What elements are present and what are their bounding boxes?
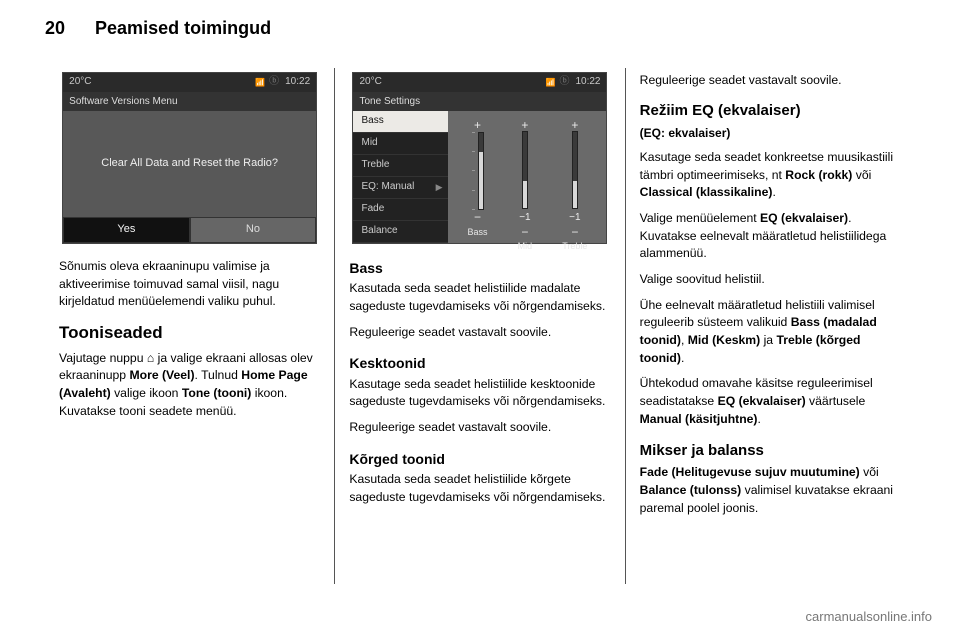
list-item-treble[interactable]: Treble [353, 155, 448, 177]
list-item-eq[interactable]: EQ: Manual▶ [353, 177, 448, 199]
paragraph: Valige soovitud helistiil. [640, 271, 901, 289]
slider-mid[interactable]: + −1 − Mid [518, 119, 533, 239]
paragraph: Valige menüüelement EQ (ekvalaiser). Kuv… [640, 210, 901, 263]
screenshot-tone-settings: 20°C 📶 ⓑ 10:22 Tone Settings Bass Mid Tr… [352, 72, 607, 244]
watermark: carmanualsonline.info [806, 609, 932, 624]
screen-title: Tone Settings [353, 93, 606, 111]
paragraph: Reguleerige seadet vastavalt soovile. [349, 419, 610, 437]
paragraph: Fade (Helitugevuse sujuv muutumine) või … [640, 464, 901, 517]
temp-indicator: 20°C [69, 75, 91, 90]
list-item-fade[interactable]: Fade [353, 199, 448, 221]
heading-bass: Bass [349, 258, 610, 278]
paragraph: Kasutage seda seadet konkreetse muusikas… [640, 149, 901, 202]
screenshot-reset-dialog: 20°C 📶 ⓑ 10:22 Software Versions Menu Cl… [62, 72, 317, 244]
heading-mikser-balanss: Mikser ja balanss [640, 440, 901, 462]
heading-eq: Režiim EQ (ekvalaiser) [640, 100, 901, 122]
paragraph: Sõnumis oleva ekraaninupu valimise ja ak… [59, 258, 320, 311]
paragraph: Reguleerige seadet vastavalt soovile. [640, 72, 901, 90]
clock: 10:22 [285, 75, 310, 90]
plus-icon[interactable]: + [474, 119, 481, 131]
list-item-bass[interactable]: Bass [353, 111, 448, 133]
column-1: 20°C 📶 ⓑ 10:22 Software Versions Menu Cl… [45, 60, 334, 592]
minus-icon[interactable]: − [571, 226, 578, 238]
slider-value: −1 [519, 211, 530, 226]
heading-tooniseaded: Tooniseaded [59, 321, 320, 346]
page-title: Peamised toimingud [95, 18, 271, 39]
chevron-right-icon: ▶ [436, 181, 443, 194]
slider-value: −1 [569, 211, 580, 226]
plus-icon[interactable]: + [571, 119, 578, 131]
dialog-message: Clear All Data and Reset the Radio? [63, 111, 316, 217]
tone-list: Bass Mid Treble EQ: Manual▶ Fade Balance [353, 111, 448, 243]
clock: 10:22 [575, 75, 600, 90]
plus-icon[interactable]: + [521, 119, 528, 131]
status-icons: 📶 ⓑ [255, 75, 279, 90]
paragraph: Ühtekodud omavahe käsitse reguleerimisel… [640, 375, 901, 428]
heading-mid: Kesktoonid [349, 353, 610, 373]
slider-treble[interactable]: + −1 − Treble [562, 119, 587, 239]
yes-button[interactable]: Yes [63, 217, 190, 243]
page-number: 20 [45, 18, 65, 39]
paragraph: Kasutada seda seadet helistiilide kõrget… [349, 471, 610, 506]
slider-label: Bass [468, 226, 488, 239]
paragraph: Ühe eelnevalt määratletud helistiili val… [640, 297, 901, 368]
no-button[interactable]: No [190, 217, 317, 243]
list-item-mid[interactable]: Mid [353, 133, 448, 155]
paragraph: Kasutage seda seadet helistiilide keskto… [349, 376, 610, 411]
column-3: Reguleerige seadet vastavalt soovile. Re… [626, 60, 915, 592]
heading-eq-sub: (EQ: ekvalaiser) [640, 125, 901, 142]
screen-title: Software Versions Menu [63, 93, 316, 111]
list-item-balance[interactable]: Balance [353, 221, 448, 243]
column-2: 20°C 📶 ⓑ 10:22 Tone Settings Bass Mid Tr… [335, 60, 624, 592]
heading-treble: Kõrged toonid [349, 449, 610, 469]
status-icons: 📶 ⓑ [545, 75, 569, 90]
paragraph: Kasutada seda seadet helistiilide madala… [349, 280, 610, 315]
slider-bass[interactable]: + − Bass [468, 119, 488, 239]
paragraph: Reguleerige seadet vastavalt soovile. [349, 324, 610, 342]
slider-label: Treble [562, 240, 587, 253]
temp-indicator: 20°C [359, 75, 381, 90]
paragraph: Vajutage nuppu ⌂ ja valige ekraani allos… [59, 350, 320, 421]
minus-icon[interactable]: − [521, 226, 528, 238]
minus-icon[interactable]: − [474, 211, 481, 223]
slider-label: Mid [518, 240, 533, 253]
